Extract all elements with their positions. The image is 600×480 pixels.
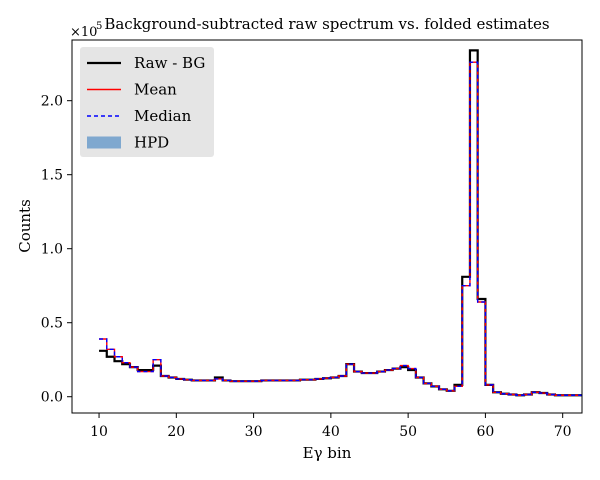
x-axis: 10 20 30 40 50 60 70 (90, 413, 572, 440)
x-tick-label: 10 (90, 424, 108, 440)
legend-label-mean: Mean (134, 81, 177, 99)
legend-box (80, 47, 214, 157)
x-axis-label: Eγ bin (303, 444, 352, 462)
x-tick-label: 60 (476, 424, 494, 440)
y-exponent: ×10 5 (70, 21, 102, 40)
series-mean-line (99, 61, 582, 396)
y-tick-label: 0.5 (41, 316, 63, 332)
legend-label-raw-bg: Raw - BG (134, 54, 205, 72)
x-tick-label: 50 (399, 424, 417, 440)
y-tick-label: 1.0 (41, 242, 63, 258)
x-tick-label: 70 (554, 424, 572, 440)
y-tick-label: 2.0 (41, 94, 63, 110)
plot-data-layer (99, 49, 582, 397)
legend-label-hpd: HPD (134, 134, 169, 152)
legend-label-median: Median (134, 107, 192, 125)
y-tick-label: 1.5 (41, 168, 63, 184)
y-exponent-power: 5 (96, 21, 102, 32)
plot-frame (71, 39, 583, 414)
x-tick-label: 20 (167, 424, 185, 440)
legend-swatch-hpd (87, 136, 121, 149)
y-axis-label: Counts (16, 199, 34, 253)
y-tick-label: 0.0 (41, 390, 63, 406)
x-tick-label: 30 (245, 424, 263, 440)
x-tick-label: 40 (322, 424, 340, 440)
legend: Raw - BG Mean Median HPD (80, 47, 214, 157)
y-axis: 0.0 0.5 1.0 1.5 2.0 (41, 94, 72, 406)
chart-title: Background-subtracted raw spectrum vs. f… (104, 15, 549, 33)
y-exponent-base: ×10 (70, 25, 97, 40)
